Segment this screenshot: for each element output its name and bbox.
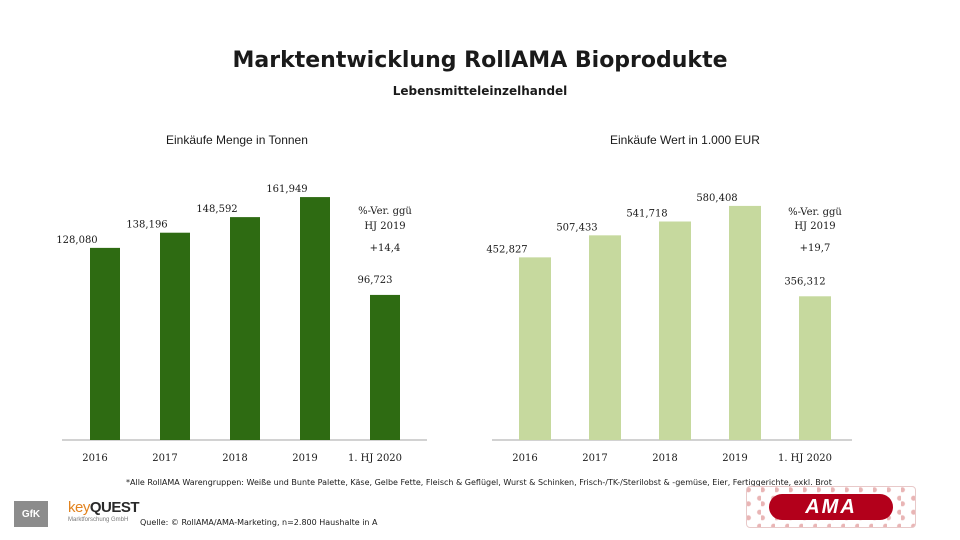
keyquest-logo: keyQUEST Marktforschung GmbH — [68, 499, 140, 523]
chart-title-menge: Einkäufe Menge in Tonnen — [166, 133, 308, 147]
bar-menge-4 — [370, 294, 400, 440]
data-label-wert-3: 580,408 — [696, 193, 737, 204]
annotation-value-menge: +14,4 — [370, 243, 401, 254]
annotation-title-wert-line1: %-Ver. ggü — [788, 207, 842, 218]
data-label-menge-1: 138,196 — [126, 220, 167, 231]
x-tick-label-wert-2: 2018 — [652, 453, 677, 464]
annotation-title-wert-line2: HJ 2019 — [794, 221, 835, 232]
keyquest-key: key — [68, 499, 90, 516]
x-tick-label-menge-0: 2016 — [82, 453, 107, 464]
x-tick-label-menge-4: 1. HJ 2020 — [348, 453, 402, 464]
footnote: *Alle RollAMA Warengruppen: Weiße und Bu… — [126, 478, 832, 487]
data-label-wert-2: 541,718 — [626, 209, 667, 220]
keyquest-subtitle: Marktforschung GmbH — [68, 517, 129, 523]
annotation-title-menge-line2: HJ 2019 — [364, 221, 405, 232]
data-label-wert-4: 356,312 — [784, 276, 825, 287]
ama-logo-text: AMA — [769, 494, 893, 520]
chart-title-wert: Einkäufe Wert in 1.000 EUR — [610, 133, 760, 147]
annotation-title-menge-line1: %-Ver. ggü — [358, 206, 412, 217]
data-label-wert-0: 452,827 — [486, 244, 527, 255]
page-subtitle: Lebensmitteleinzelhandel — [392, 84, 568, 98]
x-tick-label-wert-1: 2017 — [582, 453, 607, 464]
x-tick-label-menge-2: 2018 — [222, 453, 247, 464]
bar-menge-3 — [300, 197, 330, 440]
bar-menge-2 — [230, 217, 260, 440]
bar-menge-1 — [160, 232, 190, 440]
source-note: Quelle: © RollAMA/AMA-Marketing, n=2.800… — [140, 518, 378, 527]
x-tick-label-wert-3: 2019 — [722, 453, 747, 464]
ama-logo: AMA — [746, 486, 916, 528]
bar-menge-0 — [90, 247, 120, 440]
bar-wert-3 — [729, 205, 761, 440]
page-title: Marktentwicklung RollAMA Bioprodukte — [232, 48, 728, 73]
data-label-menge-3: 161,949 — [266, 184, 307, 195]
bar-wert-1 — [589, 235, 621, 440]
bar-wert-4 — [799, 296, 831, 440]
data-label-menge-0: 128,080 — [56, 235, 97, 246]
bar-wert-0 — [519, 257, 551, 440]
annotation-value-wert: +19,7 — [800, 243, 831, 254]
data-label-menge-4: 96,723 — [358, 275, 393, 286]
data-label-wert-1: 507,433 — [556, 222, 597, 233]
x-tick-label-menge-3: 2019 — [292, 453, 317, 464]
gfk-logo: GfK — [14, 501, 48, 527]
x-tick-label-menge-1: 2017 — [152, 453, 177, 464]
x-tick-label-wert-0: 2016 — [512, 453, 537, 464]
data-label-menge-2: 148,592 — [196, 204, 237, 215]
bar-wert-2 — [659, 221, 691, 440]
x-tick-label-wert-4: 1. HJ 2020 — [778, 453, 832, 464]
keyquest-quest: QUEST — [89, 499, 140, 516]
